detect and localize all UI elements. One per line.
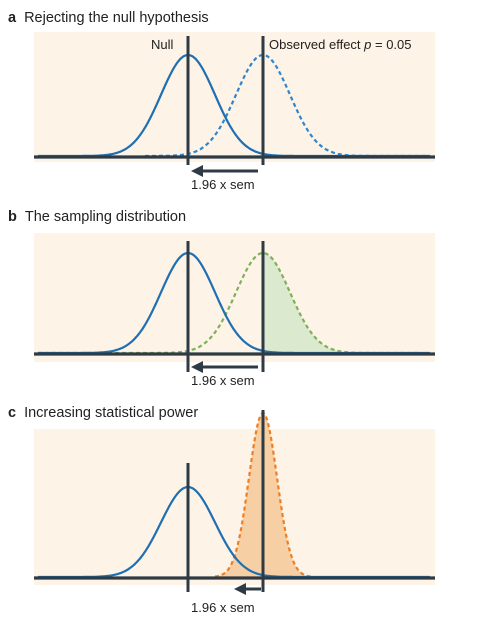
panel-c: c Increasing statistical power 1.96 x sem <box>0 405 479 622</box>
panel-b-plot <box>34 241 435 373</box>
null-label: Null <box>151 37 174 52</box>
sampling-distribution-fill <box>263 253 360 353</box>
null-curve <box>38 251 430 355</box>
panel-c-sem-label: 1.96 x sem <box>191 600 255 615</box>
p-symbol: p <box>364 37 372 52</box>
panel-b: b The sampling distribution 1.96 x sem <box>0 205 479 405</box>
panel-c-plot <box>34 410 435 595</box>
sem-arrow-head <box>234 583 246 595</box>
panel-b-letter: b <box>8 209 17 225</box>
panel-a-letter: a <box>8 10 17 26</box>
panel-a-title: Rejecting the null hypothesis <box>24 10 209 26</box>
observed-effect-label-text: Observed effect <box>269 37 365 52</box>
panel-a-plot <box>34 36 435 177</box>
panel-c-title: Increasing statistical power <box>24 405 199 421</box>
panel-b-heading: b The sampling distribution <box>8 209 186 225</box>
sem-arrow-head <box>191 361 203 373</box>
panel-c-heading: c Increasing statistical power <box>8 405 198 421</box>
observed-effect-label: Observed effect p = 0.05 <box>267 37 414 52</box>
null-curve <box>38 53 430 158</box>
panel-a-heading: a Rejecting the null hypothesis <box>8 10 209 26</box>
panel-c-letter: c <box>8 405 17 421</box>
sem-arrow-head <box>191 165 203 177</box>
p-value: = 0.05 <box>371 37 412 52</box>
sampling-distribution-curve <box>38 251 420 355</box>
panel-b-background <box>34 233 435 362</box>
panel-a: a Rejecting the null hypothesis 1.96 x se… <box>0 0 479 205</box>
panel-a-sem-label: 1.96 x sem <box>191 177 255 192</box>
panel-b-sem-label: 1.96 x sem <box>191 373 255 388</box>
panel-b-title: The sampling distribution <box>24 209 187 225</box>
